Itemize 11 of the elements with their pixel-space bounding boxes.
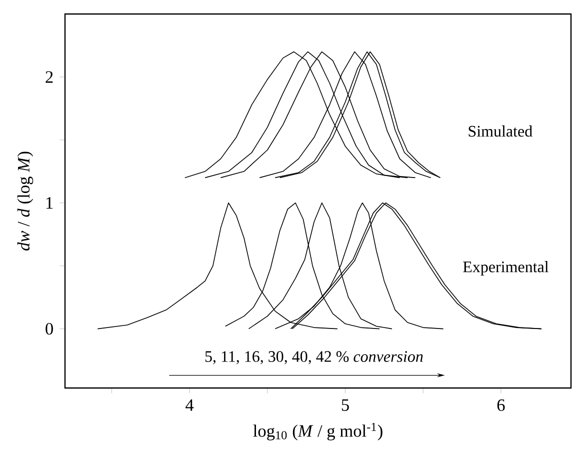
- annotation: Simulated: [468, 125, 532, 137]
- annotation: 5, 11, 16, 30, 40, 42 % conversion: [205, 351, 423, 364]
- y-tick-label: 2: [46, 71, 53, 83]
- x-axis-title: log$_{10}$ (M / g mol$^{-1}$): [253, 422, 382, 440]
- x-tick-label: 6: [497, 399, 505, 412]
- x-tick-label: 4: [186, 399, 194, 411]
- annotation: Experimental: [463, 261, 549, 276]
- y-axis-title: dw / d (log M): [17, 152, 34, 250]
- x-tick-label: 5: [342, 399, 349, 411]
- y-tick-label: 1: [46, 197, 53, 209]
- y-tick-label: 0: [46, 322, 53, 335]
